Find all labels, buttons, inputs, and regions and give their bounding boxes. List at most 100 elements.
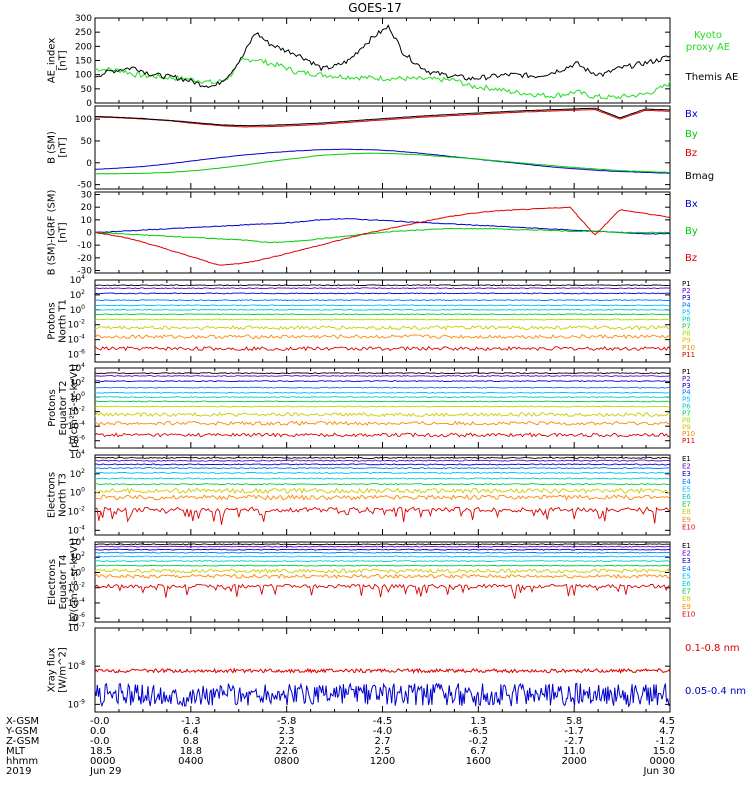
series-label-bx: Bx (685, 199, 698, 210)
y-tick-label: 10-4 (68, 524, 86, 536)
channel-line-p9 (94, 325, 671, 331)
ephemeris-value: 2.2 (279, 736, 295, 747)
y-axis-label-pe: Equator T2 (58, 381, 69, 436)
channel-line-e9 (94, 494, 671, 501)
channel-line-p5 (94, 391, 671, 394)
y-tick-label: 102 (70, 551, 85, 563)
series-line-ae-themis-ae (94, 24, 671, 89)
channel-label-p1: P1 (682, 368, 691, 376)
channel-label-e10: E10 (682, 610, 695, 618)
series-label-bx: Bx (685, 109, 698, 120)
channel-label-p6: P6 (682, 315, 691, 323)
y-axis-label-ae: [nT] (58, 50, 69, 70)
channel-line-e5 (94, 471, 671, 474)
channel-line-p6 (94, 308, 671, 311)
ephemeris-value: 6.4 (183, 726, 199, 737)
channel-label-e7: E7 (682, 588, 691, 596)
ephemeris-value: 2.5 (375, 746, 391, 757)
y-axis-label-pn: North T1 (58, 299, 69, 343)
y-tick-label: 100 (70, 391, 85, 403)
ephemeris-value: 0400 (178, 756, 203, 767)
series-label-bz: Bz (685, 148, 697, 159)
ephemeris-value: -4.0 (373, 726, 393, 737)
channel-line-p11 (94, 346, 671, 352)
y-tick-label: 104 (70, 274, 85, 286)
channel-label-p3: P3 (682, 294, 691, 302)
series-line-bsm-by (94, 152, 671, 175)
channel-line-p11 (94, 432, 671, 438)
channel-line-p1 (94, 284, 671, 287)
ephemeris-value: -2.7 (564, 736, 584, 747)
y-axis-label-bsm: B (SM) (47, 131, 58, 164)
channel-label-p4: P4 (682, 389, 691, 397)
channel-line-p10 (94, 334, 671, 340)
channel-label-e3: E3 (682, 470, 691, 478)
channel-line-e4 (94, 467, 671, 470)
y-tick-label: -30 (77, 266, 92, 276)
channel-label-e6: E6 (682, 580, 691, 588)
y-tick-label: 20 (81, 203, 93, 213)
ephemeris-value: 1200 (370, 756, 395, 767)
ephemeris-value: 0800 (274, 756, 299, 767)
y-tick-label: 10-7 (68, 622, 86, 634)
ephemeris-row-label: X-GSM (6, 716, 39, 727)
y-tick-label: 150 (75, 57, 92, 67)
channel-line-p2 (94, 375, 671, 377)
y-tick-label: 10-6 (68, 349, 86, 361)
plot-title: GOES-17 (348, 1, 402, 15)
y-axis-label-digrf: B (SM)-IGRF (SM) (47, 190, 58, 276)
channel-line-e8 (94, 487, 671, 495)
series-label-bz: Bz (685, 253, 697, 264)
ephemeris-value: 18.8 (180, 746, 202, 757)
ephemeris-row-label: MLT (6, 746, 26, 757)
ephemeris-value: -0.0 (90, 716, 110, 727)
y-axis-label-ee: Equator T4 (58, 555, 69, 610)
channel-line-e1 (94, 543, 671, 546)
y-axis-label-xray: [W/m^2] (58, 647, 69, 693)
y-tick-label: 10-8 (68, 660, 86, 672)
channel-line-e6 (94, 560, 671, 562)
ephemeris-value: -0.2 (469, 736, 489, 747)
y-tick-label: 10 (81, 216, 93, 226)
ephemeris-row-label: 2019 (6, 766, 31, 777)
ephemeris-value: 6.7 (470, 746, 486, 757)
ephemeris-value: 1600 (466, 756, 491, 767)
ephemeris-value: -1.2 (655, 736, 675, 747)
ephemeris-value: 2.3 (279, 726, 295, 737)
y-tick-label: 100 (70, 566, 85, 578)
channel-label-p1: P1 (682, 280, 691, 288)
y-tick-label: -20 (77, 254, 92, 264)
channel-label-p11: P11 (682, 437, 695, 445)
channel-label-e6: E6 (682, 493, 691, 501)
y-tick-label: 104 (70, 536, 85, 548)
channel-label-e8: E8 (682, 508, 691, 516)
ephemeris-value: 15.0 (653, 746, 675, 757)
ephemeris-value: Jun 29 (89, 766, 122, 777)
channel-line-p4 (94, 299, 671, 302)
ephemeris-value: 0000 (90, 756, 115, 767)
y-tick-label: 10-2 (68, 319, 86, 331)
ephemeris-value: -0.0 (90, 736, 110, 747)
channel-label-p5: P5 (682, 308, 691, 316)
channel-line-e10 (94, 506, 671, 525)
ephemeris-value: 4.7 (659, 726, 675, 737)
series-label-kyoto: Kyoto (694, 30, 722, 41)
channel-label-p2: P2 (682, 287, 691, 295)
channel-label-p9: P9 (682, 423, 691, 431)
channel-label-e2: E2 (682, 550, 691, 558)
series-label-0.05-0.4-nm: 0.05-0.4 nm (685, 686, 746, 697)
ephemeris-row-label: Z-GSM (6, 736, 39, 747)
panel-frame-ae (94, 17, 671, 104)
y-tick-label: 10-2 (68, 406, 86, 418)
y-axis-label-pe: [p/(cm²-s-sr-keV)] (69, 364, 80, 452)
y-tick-label: 104 (70, 362, 85, 374)
y-tick-label: 102 (70, 377, 85, 389)
channel-label-p6: P6 (682, 403, 691, 411)
channel-label-p7: P7 (682, 323, 691, 331)
channel-line-e1 (94, 456, 671, 459)
ephemeris-value: 4.5 (659, 716, 675, 727)
y-axis-label-ae: AE_index (47, 38, 58, 84)
channel-line-p9 (94, 411, 671, 418)
channel-label-e7: E7 (682, 501, 691, 509)
series-label-themis-ae: Themis AE (685, 72, 739, 83)
